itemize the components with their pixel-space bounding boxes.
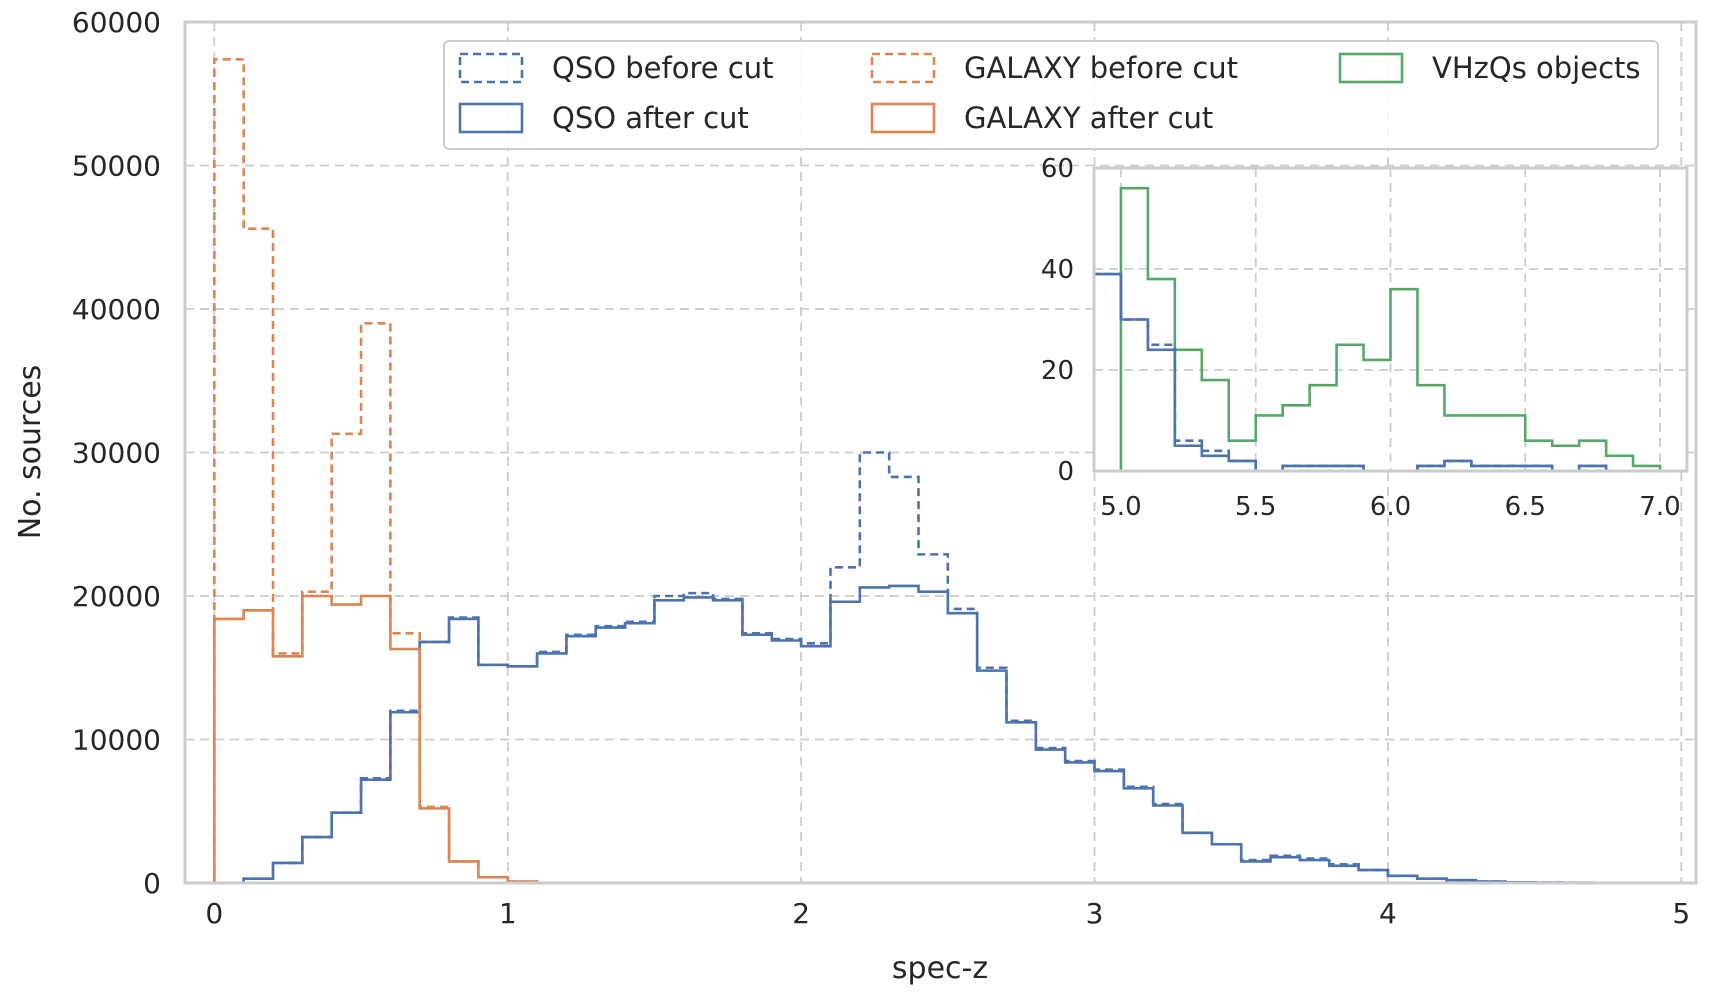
- legend-label-vhzqs-objects: VHzQs objects: [1432, 51, 1641, 85]
- inset-chart: 5.0 5.5 6.0 6.5 7.0 0 20 40 60: [1041, 154, 1689, 522]
- inset-y-tick-label: 60: [1041, 154, 1074, 184]
- inset-plot-frame: [1092, 166, 1689, 473]
- main-x-ticks: 0 1 2 3 4 5: [205, 897, 1690, 930]
- legend-swatch-vhzqs-objects: [1338, 52, 1404, 84]
- legend-swatch-galaxy-after-cut: [870, 102, 936, 134]
- x-axis-label: spec-z: [892, 951, 988, 986]
- main-plot-frame: [183, 20, 1698, 885]
- y-tick-label: 50000: [72, 150, 161, 183]
- series-qso-after-cut: [242, 584, 1624, 885]
- main-series: [213, 58, 1624, 885]
- x-tick-label: 1: [499, 897, 517, 930]
- inset-x-tick-label: 6.0: [1370, 492, 1411, 522]
- series-qso-before-cut: [242, 451, 1624, 885]
- y-tick-label: 30000: [72, 437, 161, 470]
- x-tick-label: 0: [205, 897, 223, 930]
- legend: QSO before cut QSO after cut GALAXY before…: [443, 40, 1659, 150]
- x-tick-label: 3: [1086, 897, 1104, 930]
- y-tick-label: 40000: [72, 293, 161, 326]
- inset-y-ticks: 0 20 40 60: [1041, 154, 1074, 487]
- inset-x-ticks: 5.0 5.5 6.0 6.5 7.0: [1100, 492, 1680, 522]
- inset-series: [1094, 186, 1662, 471]
- inset-y-tick-label: 40: [1041, 255, 1074, 285]
- y-axis-label: No. sources: [13, 365, 48, 540]
- y-tick-label: 10000: [72, 724, 161, 757]
- inset-series-qso-after-cut: [1094, 272, 1634, 471]
- inset-y-tick-label: 20: [1041, 356, 1074, 386]
- legend-label-galaxy-after-cut: GALAXY after cut: [964, 101, 1213, 135]
- series-galaxy-before-cut: [213, 58, 539, 883]
- y-tick-label: 60000: [72, 6, 161, 39]
- x-tick-label: 4: [1379, 897, 1397, 930]
- legend-label-qso-before-cut: QSO before cut: [552, 51, 774, 85]
- legend-frame: [443, 40, 1659, 150]
- inset-x-tick-label: 7.0: [1639, 492, 1680, 522]
- inset-y-tick-label: 0: [1057, 457, 1074, 487]
- x-tick-label: 5: [1672, 897, 1690, 930]
- x-tick-label: 2: [792, 897, 810, 930]
- inset-series-vhzqs-objects: [1119, 186, 1662, 471]
- inset-x-tick-label: 5.0: [1100, 492, 1141, 522]
- legend-swatch-qso-after-cut: [458, 102, 524, 134]
- inset-x-tick-label: 5.5: [1235, 492, 1276, 522]
- legend-label-galaxy-before-cut: GALAXY before cut: [964, 51, 1238, 85]
- inset-x-tick-label: 6.5: [1505, 492, 1546, 522]
- legend-swatch-galaxy-before-cut: [870, 52, 936, 84]
- legend-label-qso-after-cut: QSO after cut: [552, 101, 749, 135]
- series-galaxy-after-cut: [213, 594, 539, 883]
- legend-swatch-qso-before-cut: [458, 52, 524, 84]
- main-y-ticks: 0 10000 20000 30000 40000 50000 60000: [72, 6, 161, 900]
- y-tick-label: 0: [143, 867, 161, 900]
- y-tick-label: 20000: [72, 580, 161, 613]
